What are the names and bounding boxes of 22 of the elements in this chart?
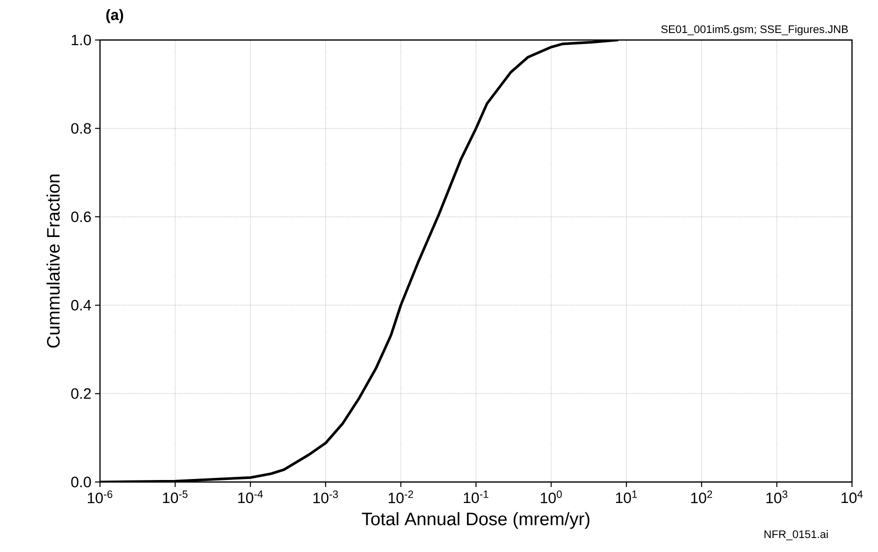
y-axis-title: Cummulative Fraction [46,174,60,348]
x-tick-label: 10$^{3}$ [766,490,788,504]
chart-title: (a) [106,9,124,24]
x-tick-label: 10$^{-4}$ [238,490,263,504]
text: NFR_0151.ai [764,530,828,540]
y-tick-label: 0.0 [71,476,91,488]
y-tick-label: 1.0 [72,34,91,46]
x-tick-label: 10$^{-1}$ [464,490,488,504]
text: SE01_001im5.gsm; SSE_Figures.JNB [661,25,848,36]
x-tick-label: 10$^{-5}$ [163,490,188,504]
x-tick-label: 10$^{4}$ [842,490,863,504]
x-tick-label: 10$^{0}$ [540,490,562,504]
x-tick-label: 10$^{-2}$ [388,490,414,504]
y-tick-label: 0.8 [71,123,91,134]
x-tick-label: 10$^{-3}$ [313,490,338,504]
x-tick-label: 10$^{-6}$ [88,490,112,504]
x-tick-label: 10$^{2}$ [691,490,712,504]
y-tick-label: 0.4 [71,300,92,311]
x-axis-title: Total Annual Dose (mrem/yr) [362,512,590,529]
y-tick-label: 0.2 [71,388,91,399]
x-tick-label: 10$^{1}$ [616,490,637,504]
y-tick-label: 0.6 [71,211,91,222]
